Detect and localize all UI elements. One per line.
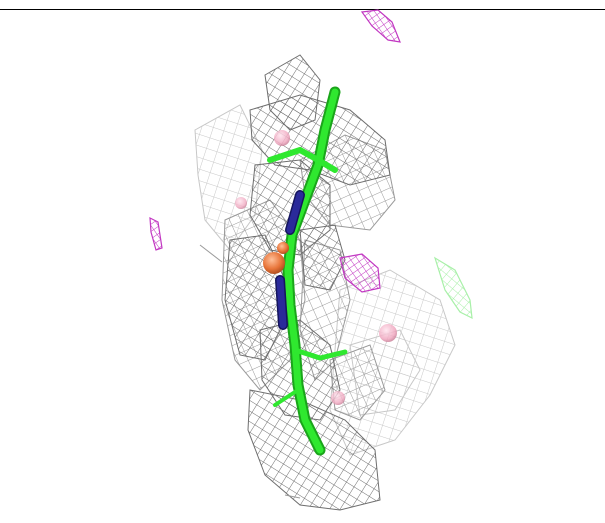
water-molecule <box>331 391 345 405</box>
ligand-atoms <box>235 130 397 405</box>
phosphorus-atom <box>263 252 285 274</box>
ligand-model <box>267 86 348 456</box>
water-molecule <box>235 197 247 209</box>
oxygen-atom <box>277 242 289 254</box>
stray-mesh-lines <box>199 244 301 499</box>
water-molecule <box>379 324 397 342</box>
difference-map-positive <box>433 256 473 320</box>
top-divider <box>0 9 605 10</box>
water-molecule <box>274 130 290 146</box>
difference-map-negative <box>149 9 401 293</box>
